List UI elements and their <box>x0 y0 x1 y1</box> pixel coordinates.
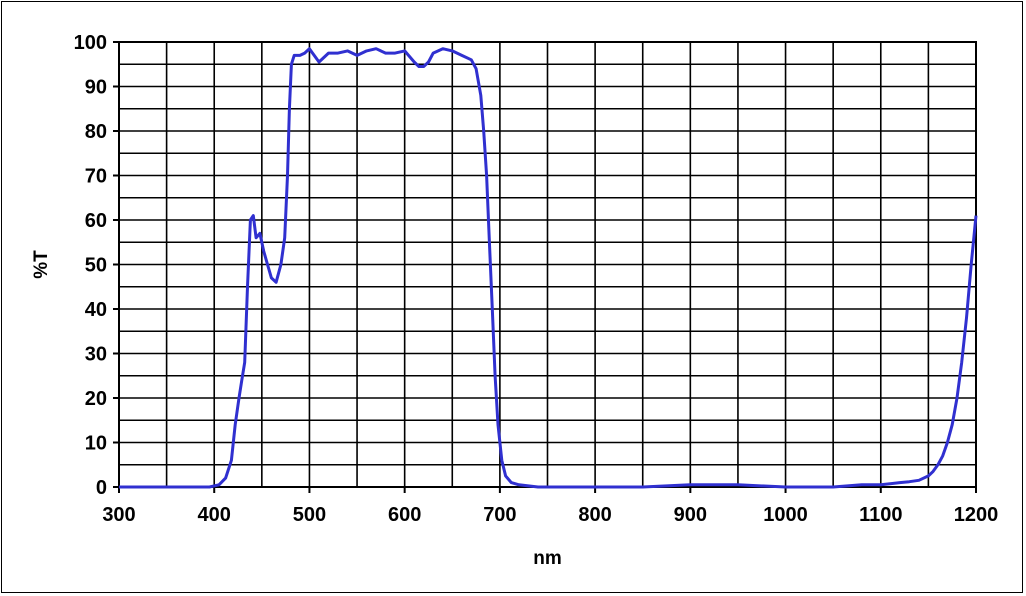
x-tick-label: 900 <box>674 504 707 526</box>
x-tick-label: 500 <box>293 504 326 526</box>
y-tick-label: 30 <box>85 344 107 366</box>
x-tick-label: 1100 <box>859 504 902 526</box>
y-tick-labels: 0 10 20 30 40 50 60 70 80 90 100 <box>74 32 107 499</box>
y-tick-label: 60 <box>85 210 107 232</box>
x-tick-label: 800 <box>578 504 611 526</box>
x-tick-label: 1000 <box>763 504 808 526</box>
tick-marks <box>113 41 977 493</box>
x-tick-label: 400 <box>198 504 231 526</box>
y-tick-label: 100 <box>74 32 107 54</box>
y-tick-label: 80 <box>85 121 107 143</box>
x-axis-label: nm <box>533 548 562 569</box>
y-axis-label: %T <box>31 250 52 279</box>
y-tick-label: 20 <box>85 388 107 410</box>
y-tick-label: 40 <box>85 299 107 321</box>
y-tick-label: 50 <box>85 255 107 277</box>
grid-lines <box>119 42 976 487</box>
series-layer <box>119 47 978 489</box>
x-tick-label: 300 <box>102 504 135 526</box>
transmission-line <box>119 47 978 489</box>
x-tick-label: 600 <box>388 504 421 526</box>
y-tick-label: 10 <box>85 433 107 455</box>
y-tick-label: 0 <box>96 477 107 499</box>
y-tick-label: 90 <box>85 77 107 99</box>
x-tick-label: 1200 <box>954 504 999 526</box>
y-tick-label: 70 <box>85 166 107 188</box>
x-tick-label: 700 <box>483 504 516 526</box>
x-tick-labels: 300 400 500 600 700 800 900 1000 1100 1200 <box>102 504 998 526</box>
